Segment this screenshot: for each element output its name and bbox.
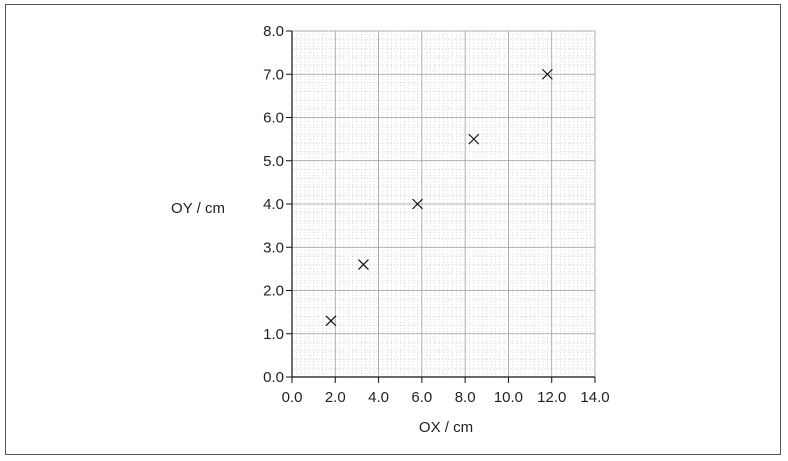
y-tick-label: 2.0: [263, 283, 284, 300]
y-tick-label: 3.0: [263, 239, 284, 256]
x-tick-label: 4.0: [368, 389, 389, 406]
y-tick-label: 8.0: [263, 23, 284, 40]
data-point: [325, 315, 337, 327]
x-tick-label: 14.0: [580, 389, 609, 406]
point-cross-stroke: [325, 315, 337, 327]
point-cross-stroke: [541, 68, 553, 80]
figure-frame: [5, 4, 781, 455]
y-tick-label: 4.0: [263, 196, 284, 213]
point-cross-stroke: [468, 133, 480, 145]
data-points: [325, 68, 553, 327]
x-tick-label: 0.0: [282, 389, 303, 406]
y-axis-label: OY / cm: [171, 200, 225, 217]
data-point: [541, 68, 553, 80]
x-tick-label: 12.0: [537, 389, 566, 406]
data-point: [357, 259, 369, 270]
major-grid: [291, 30, 596, 378]
x-tick-label: 10.0: [494, 389, 523, 406]
y-tick-label: 7.0: [263, 66, 284, 83]
y-tick-label: 6.0: [263, 110, 284, 127]
x-tick-label: 2.0: [325, 389, 346, 406]
y-tick-label: 0.0: [263, 369, 284, 386]
ticks: 0.0 2.0 4.0 6.0 8.0 10.0 12.0 14.0 0.0 1.0 2.0 3.0 4…: [263, 23, 609, 406]
point-cross-stroke: [412, 198, 423, 210]
data-point: [412, 198, 423, 210]
data-point: [468, 133, 480, 145]
x-tick-label: 8.0: [455, 389, 476, 406]
y-tick-label: 1.0: [263, 326, 284, 343]
minor-grid: [292, 31, 595, 377]
x-axis-label: OX / cm: [419, 419, 473, 436]
x-tick-label: 6.0: [411, 389, 432, 406]
y-tick-label: 5.0: [263, 153, 284, 170]
point-cross-stroke: [357, 259, 369, 270]
